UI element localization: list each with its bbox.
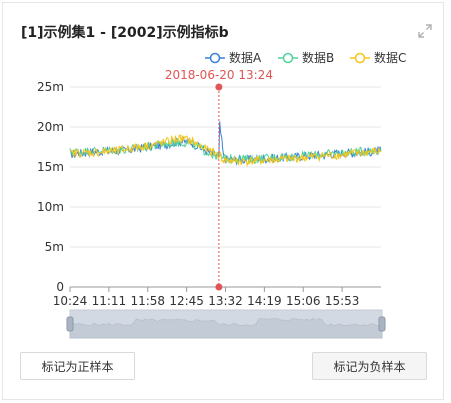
x-tick-label: 13:32 <box>208 294 243 308</box>
mark-positive-button[interactable]: 标记为正样本 <box>20 352 135 380</box>
y-tick-label: 20m <box>37 120 64 134</box>
grid-lines <box>70 86 381 288</box>
marker-label: 2018-06-20 13:24 <box>165 68 273 82</box>
legend: 数据A 数据B 数据C <box>205 50 406 65</box>
zoom-handle-left[interactable] <box>66 316 74 332</box>
legend-item[interactable]: 数据C <box>350 50 406 65</box>
y-tick-label: 5m <box>45 240 64 254</box>
y-tick-label: 10m <box>37 200 64 214</box>
x-tick-label: 11:11 <box>92 294 127 308</box>
marker-top-dot <box>215 83 223 91</box>
y-tick-label: 0 <box>56 280 64 294</box>
y-tick-label: 25m <box>37 80 64 94</box>
x-tick-label: 14:19 <box>247 294 282 308</box>
series-lines <box>69 121 382 168</box>
legend-label: 数据B <box>302 50 334 65</box>
panel-title: [1]示例集1 - [2002]示例指标b <box>21 25 229 41</box>
legend-marker-icon <box>282 52 294 64</box>
x-tick-label: 11:58 <box>130 294 165 308</box>
zoom-preview-area <box>69 317 383 339</box>
legend-label: 数据A <box>229 50 262 65</box>
x-tick-label: 15:06 <box>286 294 321 308</box>
zoom-handle-right[interactable] <box>378 316 386 332</box>
marker-bottom-dot <box>215 283 223 291</box>
legend-label: 数据C <box>374 50 406 65</box>
x-tick-label: 10:24 <box>53 294 88 308</box>
time-marker: 2018-06-20 13:24 <box>165 68 273 291</box>
series-line-c <box>69 134 382 168</box>
legend-marker-icon <box>209 52 221 64</box>
y-tick-label: 15m <box>37 160 64 174</box>
legend-marker-icon <box>354 52 366 64</box>
axes: 0 5m 10m 15m 20m 25m 10:24 11:11 11:58 12:45 13:32… <box>37 80 359 308</box>
legend-item[interactable]: 数据B <box>278 50 334 65</box>
mark-negative-button[interactable]: 标记为负样本 <box>312 352 427 380</box>
expand-arrows-icon[interactable] <box>417 23 433 39</box>
zoom-slider[interactable] <box>66 309 386 339</box>
legend-item[interactable]: 数据A <box>205 50 262 65</box>
x-tick-label: 12:45 <box>169 294 204 308</box>
x-tick-label: 15:53 <box>325 294 360 308</box>
